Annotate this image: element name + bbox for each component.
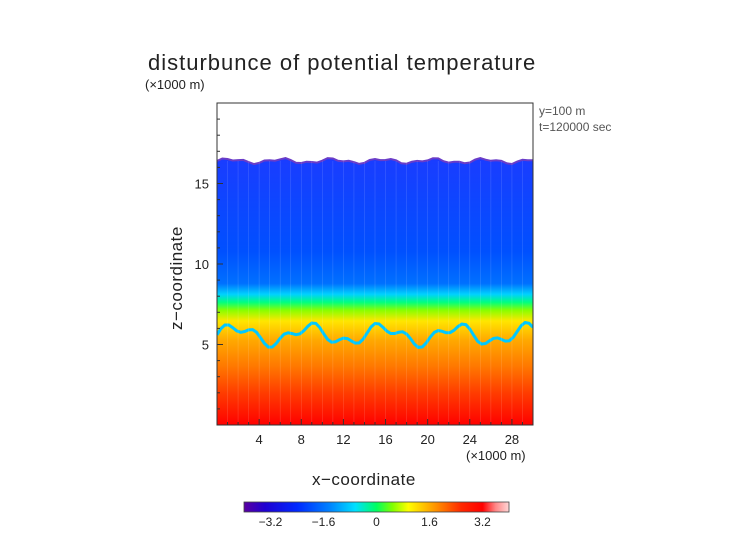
colorbar-tick-label: 3.2	[474, 515, 491, 529]
x-tick-label: 8	[298, 432, 305, 447]
colorbar-tick-label: −3.2	[259, 515, 283, 529]
x-tick-label: 4	[256, 432, 263, 447]
inversion-layer-front	[217, 320, 533, 349]
plot-area	[217, 157, 533, 425]
x-tick-label: 24	[463, 432, 477, 447]
y-tick-label: 5	[202, 338, 209, 353]
x-axis: 4 8 12 16 20 24 28	[227, 419, 523, 447]
annotation-y: y=100 m	[539, 104, 585, 118]
colorbar-tick-label: −1.6	[312, 515, 336, 529]
y-axis: 5 10 15	[195, 118, 223, 410]
y-tick-label: 10	[195, 257, 209, 272]
temperature-field	[217, 158, 533, 425]
x-axis-unit: (×1000 m)	[466, 448, 526, 463]
y-axis-unit: (×1000 m)	[145, 77, 205, 92]
y-tick-label: 15	[195, 177, 209, 192]
x-tick-label: 20	[420, 432, 434, 447]
annotation-t: t=120000 sec	[539, 120, 611, 134]
x-tick-label: 28	[505, 432, 519, 447]
colorbar-tick-label: 1.6	[421, 515, 438, 529]
colorbar-tick-label: 0	[373, 515, 380, 529]
field-gridlines	[227, 160, 523, 425]
colorbar-ticks: −3.2 −1.6 0 1.6 3.2	[259, 515, 492, 529]
x-tick-label: 16	[378, 432, 392, 447]
x-axis-label: x−coordinate	[312, 470, 416, 489]
y-axis-label: z−coordinate	[167, 226, 186, 330]
x-tick-label: 12	[336, 432, 350, 447]
chart-title: disturbunce of potential temperature	[148, 50, 536, 75]
top-boundary	[217, 157, 533, 166]
colorbar	[243, 501, 510, 513]
